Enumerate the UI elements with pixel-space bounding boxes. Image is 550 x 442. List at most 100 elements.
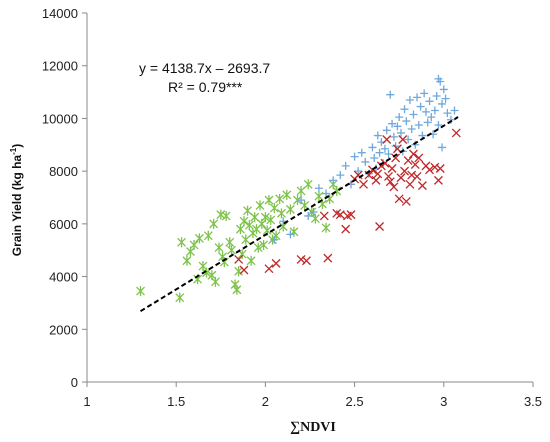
x-point	[389, 182, 399, 192]
asterisk-point	[241, 234, 251, 245]
plus-point	[434, 74, 443, 83]
asterisk-point	[276, 208, 286, 219]
asterisk-point	[266, 214, 276, 225]
y-tick-label: 8000	[49, 164, 78, 179]
x-point	[375, 222, 385, 231]
y-tick-label: 2000	[49, 322, 78, 337]
asterisk-point	[259, 239, 269, 250]
asterisk-point	[253, 242, 263, 253]
asterisk-point	[235, 224, 245, 235]
x-point	[384, 171, 393, 181]
plus-point	[413, 93, 422, 102]
x-point	[385, 177, 395, 187]
x-point	[382, 135, 392, 144]
x-axis-label: ∑NDVI	[290, 420, 336, 435]
plus-point	[434, 121, 443, 130]
y-tick-label: 4000	[49, 270, 78, 285]
x-point	[359, 179, 368, 189]
plus-point	[354, 167, 363, 176]
x-tick-label: 3.5	[524, 394, 542, 409]
asterisk-point	[260, 212, 270, 223]
asterisk-point	[285, 204, 295, 215]
x-point	[239, 265, 249, 275]
plus-point	[373, 131, 382, 140]
x-point	[353, 170, 363, 180]
plus-point	[396, 128, 405, 137]
plus-point	[329, 176, 338, 185]
asterisk-point	[219, 257, 229, 268]
x-tick-label: 1.5	[167, 394, 185, 409]
y-tick-label: 0	[71, 375, 78, 390]
y-axis-label-close: )	[10, 144, 24, 148]
plus-point	[393, 122, 402, 131]
plus-point	[432, 92, 441, 101]
asterisk-point	[209, 218, 219, 229]
plus-point	[384, 150, 393, 159]
asterisk-point	[314, 191, 324, 202]
x-point	[234, 254, 244, 264]
x-point	[301, 256, 311, 266]
x-point	[264, 264, 274, 274]
x-point	[405, 179, 415, 189]
plus-point	[427, 113, 436, 122]
asterisk-point	[264, 195, 274, 206]
asterisk-point	[250, 212, 260, 223]
asterisk-point	[246, 255, 256, 266]
plus-point	[389, 132, 398, 141]
plus-point	[286, 230, 295, 239]
plus-point	[314, 184, 323, 193]
plus-point	[421, 107, 430, 116]
x-point	[398, 135, 408, 144]
asterisk-point	[194, 233, 204, 244]
asterisk-point	[269, 203, 279, 214]
asterisk-point	[203, 230, 213, 241]
plus-point	[341, 161, 350, 170]
plus-point	[416, 102, 425, 111]
x-point	[335, 210, 345, 220]
x-point	[451, 128, 461, 138]
plus-point	[386, 90, 395, 99]
plus-point	[425, 97, 434, 106]
asterisk-point	[275, 193, 285, 204]
x-point	[394, 194, 404, 204]
x-point	[323, 253, 333, 263]
plus-point	[438, 99, 447, 108]
x-point	[387, 164, 397, 173]
plus-point	[407, 124, 416, 133]
trendline	[139, 116, 459, 313]
trend-equation: y = 4138.7x – 2693.7	[139, 60, 270, 76]
plus-point	[350, 152, 359, 161]
asterisk-point	[136, 286, 145, 297]
asterisk-point	[282, 189, 292, 200]
x-tick-label: 3	[440, 394, 447, 409]
plus-point	[357, 148, 366, 157]
asterisk-point	[296, 185, 306, 196]
plus-point	[400, 105, 409, 114]
x-point	[373, 169, 383, 179]
x-point	[396, 173, 406, 183]
asterisk-point	[189, 239, 199, 250]
asterisk-point	[289, 226, 299, 237]
plus-point	[438, 143, 447, 152]
plus-point	[375, 148, 384, 157]
x-point	[430, 162, 440, 172]
asterisk-point	[234, 266, 244, 277]
x-point	[391, 153, 401, 163]
plus-point	[441, 94, 450, 103]
asterisk-point	[175, 292, 185, 303]
asterisk-point	[244, 220, 254, 231]
x-point	[403, 156, 413, 166]
asterisk-point	[303, 179, 313, 190]
plus-point	[423, 118, 432, 127]
x-tick-label: 2.5	[346, 394, 364, 409]
y-axis-label-main: Grain Yield (kg ha	[10, 155, 24, 257]
plus-point	[361, 157, 370, 166]
x-point	[401, 196, 411, 206]
y-tick-label: 12000	[42, 59, 78, 74]
x-point	[412, 171, 422, 181]
asterisk-point	[225, 237, 235, 248]
plus-point	[297, 196, 306, 205]
x-point	[296, 254, 306, 264]
asterisk-point	[216, 209, 226, 220]
x-point	[409, 149, 418, 159]
